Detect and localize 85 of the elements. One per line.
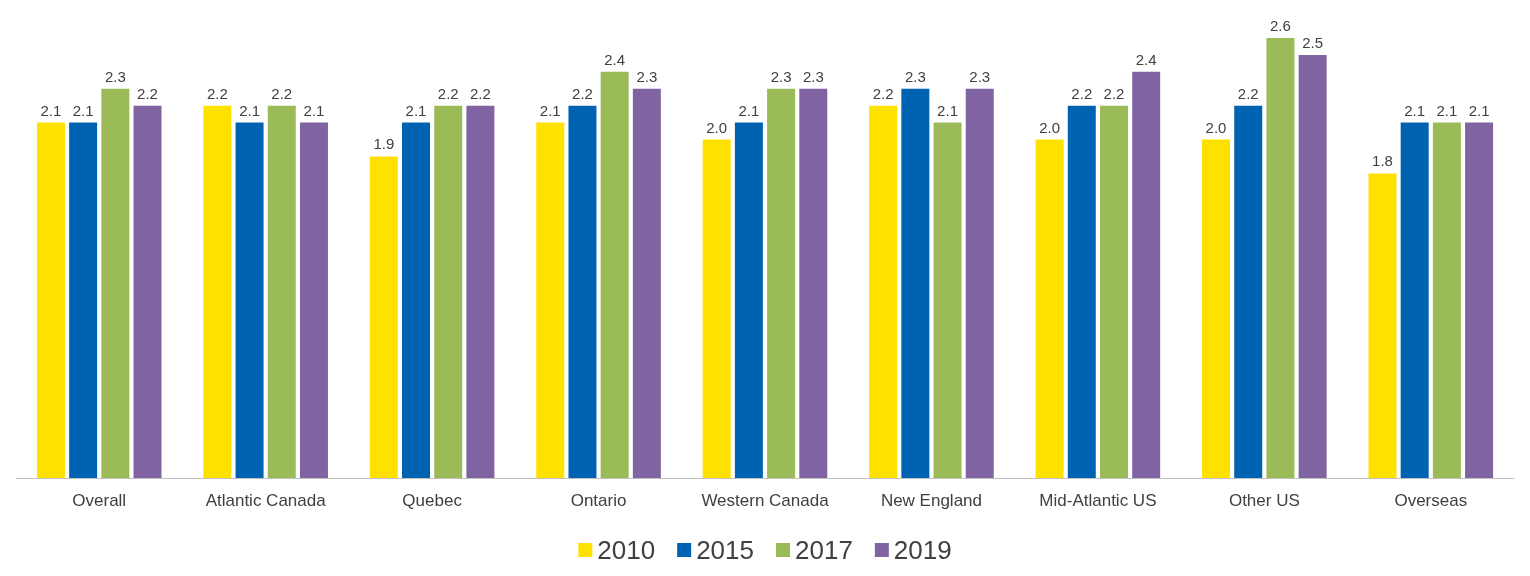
bar: [702, 139, 731, 478]
bar: [1266, 38, 1295, 478]
legend-label: 2019: [893, 535, 952, 565]
bar: [1132, 71, 1161, 478]
bar: [1465, 122, 1494, 478]
data-label: 2.3: [636, 67, 658, 85]
data-label: 2.2: [137, 84, 158, 102]
bar: [799, 88, 828, 478]
bar: [767, 88, 796, 478]
data-label: 1.8: [1372, 152, 1393, 170]
data-label: 2.1: [1468, 101, 1490, 119]
data-label: 2.1: [405, 101, 427, 119]
bar: [869, 105, 898, 478]
data-label: 2.2: [1103, 84, 1125, 102]
x-tick-label: Mid-Atlantic US: [1039, 491, 1157, 510]
data-label: 2.1: [303, 101, 325, 119]
bar: [1035, 139, 1064, 478]
bar: [267, 105, 296, 478]
data-label: 2.1: [937, 101, 958, 119]
data-label: 2.2: [572, 84, 593, 102]
bar: [965, 88, 994, 478]
x-tick-label: Atlantic Canada: [205, 491, 327, 510]
data-label: 2.0: [1039, 118, 1061, 136]
bar: [36, 122, 65, 478]
data-label: 2.1: [239, 101, 260, 119]
bar: [203, 105, 232, 478]
x-tick-label: Western Canada: [701, 491, 830, 510]
data-label: 2.0: [706, 118, 728, 136]
bar: [568, 105, 597, 478]
bar: [1298, 54, 1327, 478]
bar: [1234, 105, 1263, 478]
legend-label: 2010: [597, 535, 656, 565]
data-label: 2.5: [1302, 33, 1324, 51]
data-label: 2.3: [770, 67, 792, 85]
x-tick-label: New England: [880, 491, 983, 510]
data-label: 2.1: [72, 101, 94, 119]
bar: [1067, 105, 1096, 478]
bar: [632, 88, 661, 478]
data-label: 2.6: [1270, 17, 1291, 34]
bar: [434, 105, 463, 478]
data-label: 2.1: [539, 101, 561, 119]
data-label: 2.2: [1071, 84, 1093, 102]
bar: [901, 88, 930, 478]
data-label: 2.1: [1436, 101, 1458, 119]
data-label: 2.3: [969, 67, 991, 85]
data-label: 2.2: [437, 84, 459, 102]
bar: [1099, 105, 1128, 478]
bar: [1400, 122, 1429, 478]
bar: [734, 122, 763, 478]
bar: [402, 122, 431, 478]
bar: [299, 122, 328, 478]
bar: [369, 156, 398, 478]
bar: [1368, 173, 1397, 478]
bar: [1432, 122, 1461, 478]
data-label: 2.1: [1404, 101, 1426, 119]
data-label: 2.2: [469, 84, 491, 102]
bar: [69, 122, 98, 478]
x-tick-label: Overall: [72, 491, 127, 510]
bar: [536, 122, 565, 478]
x-tick-label: Overseas: [1394, 491, 1468, 510]
x-tick-label: Other US: [1228, 491, 1300, 510]
data-label: 2.4: [604, 50, 626, 68]
legend-label: 2017: [795, 535, 853, 565]
legend-label: 2015: [696, 535, 754, 565]
bar: [101, 88, 130, 478]
bar: [1202, 139, 1231, 478]
data-label: 2.0: [1205, 118, 1227, 136]
data-label: 2.3: [802, 67, 824, 85]
data-label: 2.2: [206, 84, 228, 102]
x-tick-label: Quebec: [402, 491, 463, 510]
data-label: 2.1: [40, 101, 62, 119]
bar: [133, 105, 162, 478]
data-label: 1.9: [373, 135, 395, 153]
bar: [235, 122, 264, 478]
data-label: 2.3: [904, 67, 926, 85]
bar: [600, 71, 629, 478]
data-label: 2.2: [1237, 84, 1259, 102]
data-label: 2.2: [872, 84, 894, 102]
data-label: 2.2: [271, 84, 293, 102]
bar: [933, 122, 962, 478]
x-tick-label: Ontario: [570, 491, 627, 510]
bar: [466, 105, 495, 478]
data-label: 2.1: [738, 101, 760, 119]
data-label: 2.3: [104, 67, 126, 85]
data-label: 2.4: [1135, 50, 1157, 68]
